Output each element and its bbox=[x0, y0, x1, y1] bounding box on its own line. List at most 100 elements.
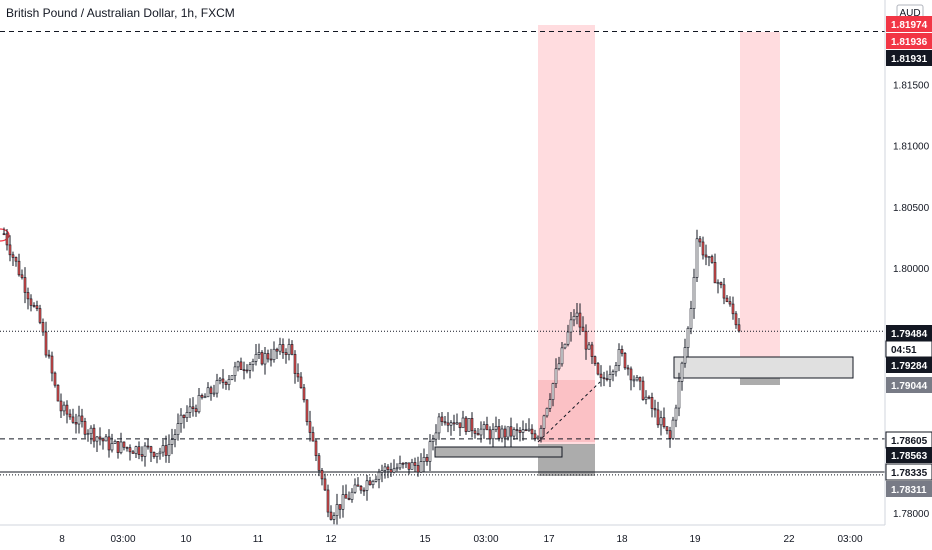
candle-body bbox=[521, 429, 525, 433]
price-tag[interactable] bbox=[886, 33, 932, 49]
candle-body bbox=[698, 238, 702, 243]
ytick-label: 1.80000 bbox=[893, 264, 930, 275]
candles[interactable] bbox=[2, 227, 741, 526]
candle-body bbox=[614, 365, 618, 373]
candle-body bbox=[29, 298, 33, 306]
candle-body bbox=[119, 441, 123, 453]
candle-body bbox=[98, 436, 102, 440]
candle-body bbox=[716, 282, 720, 284]
candle-body bbox=[509, 426, 513, 437]
candle-body bbox=[110, 443, 114, 451]
candle-body bbox=[665, 426, 669, 431]
demand-box-2[interactable] bbox=[434, 446, 563, 458]
candle-body bbox=[101, 438, 105, 442]
candle-body bbox=[611, 371, 615, 375]
candle-body bbox=[563, 343, 567, 349]
candle-body bbox=[479, 428, 483, 436]
candle-body bbox=[572, 316, 576, 321]
candle-body bbox=[32, 305, 36, 307]
candle-body bbox=[686, 327, 690, 348]
candle-body bbox=[137, 446, 141, 455]
candle-body bbox=[74, 422, 78, 425]
candle-body bbox=[596, 363, 600, 375]
candle-body bbox=[290, 344, 294, 355]
candle-body bbox=[113, 441, 117, 444]
xtick-label: 12 bbox=[325, 534, 337, 545]
candle-body bbox=[653, 408, 657, 411]
candle-body bbox=[692, 277, 696, 309]
candle-body bbox=[35, 305, 39, 309]
candle-body bbox=[449, 422, 453, 426]
price-tag[interactable] bbox=[885, 463, 932, 481]
xtick-label: 17 bbox=[543, 534, 555, 545]
candle-body bbox=[476, 433, 480, 436]
candle-body bbox=[200, 395, 204, 398]
candle-body bbox=[647, 396, 651, 399]
candle-body bbox=[164, 445, 168, 456]
candle-body bbox=[50, 355, 54, 374]
candle-body bbox=[557, 363, 561, 370]
candle-body bbox=[560, 347, 564, 365]
candle-body bbox=[281, 344, 285, 353]
price-tag-label: 1.81974 bbox=[891, 20, 928, 31]
candle-body bbox=[305, 399, 309, 422]
candle-body bbox=[14, 257, 18, 262]
xtick-label: 03:00 bbox=[837, 534, 862, 545]
candle-body bbox=[191, 406, 195, 409]
candle-body bbox=[530, 428, 534, 435]
candle-body bbox=[374, 478, 378, 482]
candle-body bbox=[689, 308, 693, 329]
demand-box-1[interactable] bbox=[673, 356, 854, 379]
candle-body bbox=[434, 432, 438, 440]
price-tag[interactable] bbox=[886, 50, 932, 66]
candle-body bbox=[80, 415, 84, 422]
candle-body bbox=[314, 440, 318, 456]
price-tag[interactable] bbox=[886, 447, 932, 463]
candle-body bbox=[431, 438, 435, 442]
candle-body bbox=[737, 324, 741, 332]
trade-line[interactable] bbox=[537, 381, 601, 443]
candle-body bbox=[263, 353, 267, 365]
candle-body bbox=[575, 312, 579, 317]
price-tag[interactable] bbox=[886, 357, 932, 373]
candle-body bbox=[458, 422, 462, 429]
candle-body bbox=[581, 326, 585, 332]
candle-body bbox=[224, 382, 228, 385]
candle-body bbox=[734, 313, 738, 326]
candle-body bbox=[398, 462, 402, 469]
price-tag[interactable] bbox=[886, 377, 932, 393]
price-tag[interactable] bbox=[886, 325, 932, 341]
candle-body bbox=[53, 372, 57, 386]
candle-body bbox=[242, 369, 246, 372]
price-tag-label: 1.78311 bbox=[891, 485, 927, 496]
candle-body bbox=[353, 484, 357, 493]
candle-body bbox=[680, 362, 684, 382]
candle-body bbox=[593, 356, 597, 364]
candle-body bbox=[464, 417, 468, 432]
candle-body bbox=[485, 424, 489, 431]
candle-body bbox=[83, 421, 87, 435]
candle-body bbox=[584, 331, 588, 350]
candle-body bbox=[344, 494, 348, 499]
candle-body bbox=[650, 397, 654, 409]
candle-body bbox=[602, 377, 606, 380]
candle-body bbox=[482, 424, 486, 430]
candle-body bbox=[167, 444, 171, 456]
candle-body bbox=[338, 504, 342, 510]
price-tag[interactable] bbox=[886, 16, 932, 32]
price-tag[interactable] bbox=[886, 481, 932, 497]
candle-body bbox=[578, 312, 582, 328]
candle-body bbox=[659, 417, 663, 426]
candle-body bbox=[308, 421, 312, 433]
candle-body bbox=[170, 439, 174, 445]
candle-body bbox=[149, 446, 153, 453]
candle-body bbox=[215, 380, 219, 394]
candle-body bbox=[320, 470, 324, 480]
candle-body bbox=[278, 344, 282, 352]
ytick-label: 1.81000 bbox=[893, 142, 930, 153]
candle-body bbox=[275, 348, 279, 352]
candle-body bbox=[713, 262, 717, 284]
candle-body bbox=[299, 376, 303, 389]
